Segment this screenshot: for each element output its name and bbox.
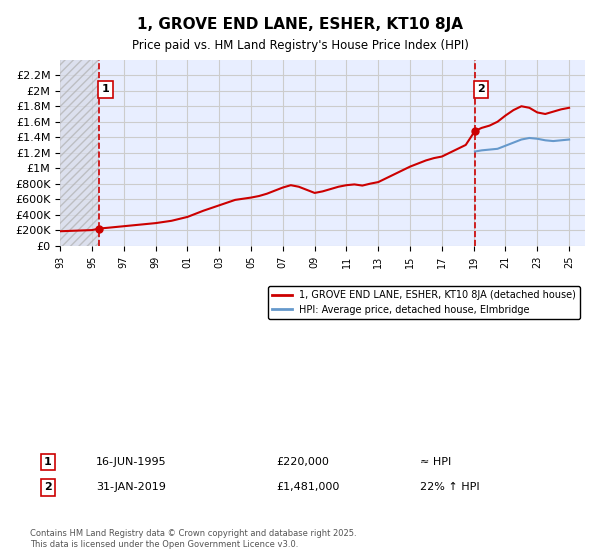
Text: £1,481,000: £1,481,000 [276, 482, 340, 492]
Legend: 1, GROVE END LANE, ESHER, KT10 8JA (detached house), HPI: Average price, detache: 1, GROVE END LANE, ESHER, KT10 8JA (deta… [268, 286, 580, 319]
Text: £220,000: £220,000 [276, 457, 329, 467]
Text: 31-JAN-2019: 31-JAN-2019 [96, 482, 166, 492]
Text: 22% ↑ HPI: 22% ↑ HPI [420, 482, 479, 492]
Text: 2: 2 [478, 85, 485, 94]
Text: 1: 1 [44, 457, 52, 467]
Text: Contains HM Land Registry data © Crown copyright and database right 2025.
This d: Contains HM Land Registry data © Crown c… [30, 529, 356, 549]
Bar [60, 60, 100, 245]
Text: ≈ HPI: ≈ HPI [420, 457, 451, 467]
Text: 1, GROVE END LANE, ESHER, KT10 8JA: 1, GROVE END LANE, ESHER, KT10 8JA [137, 17, 463, 32]
Text: 1: 1 [102, 85, 109, 94]
Text: Price paid vs. HM Land Registry's House Price Index (HPI): Price paid vs. HM Land Registry's House … [131, 39, 469, 52]
Text: 2: 2 [44, 482, 52, 492]
Text: 16-JUN-1995: 16-JUN-1995 [96, 457, 167, 467]
